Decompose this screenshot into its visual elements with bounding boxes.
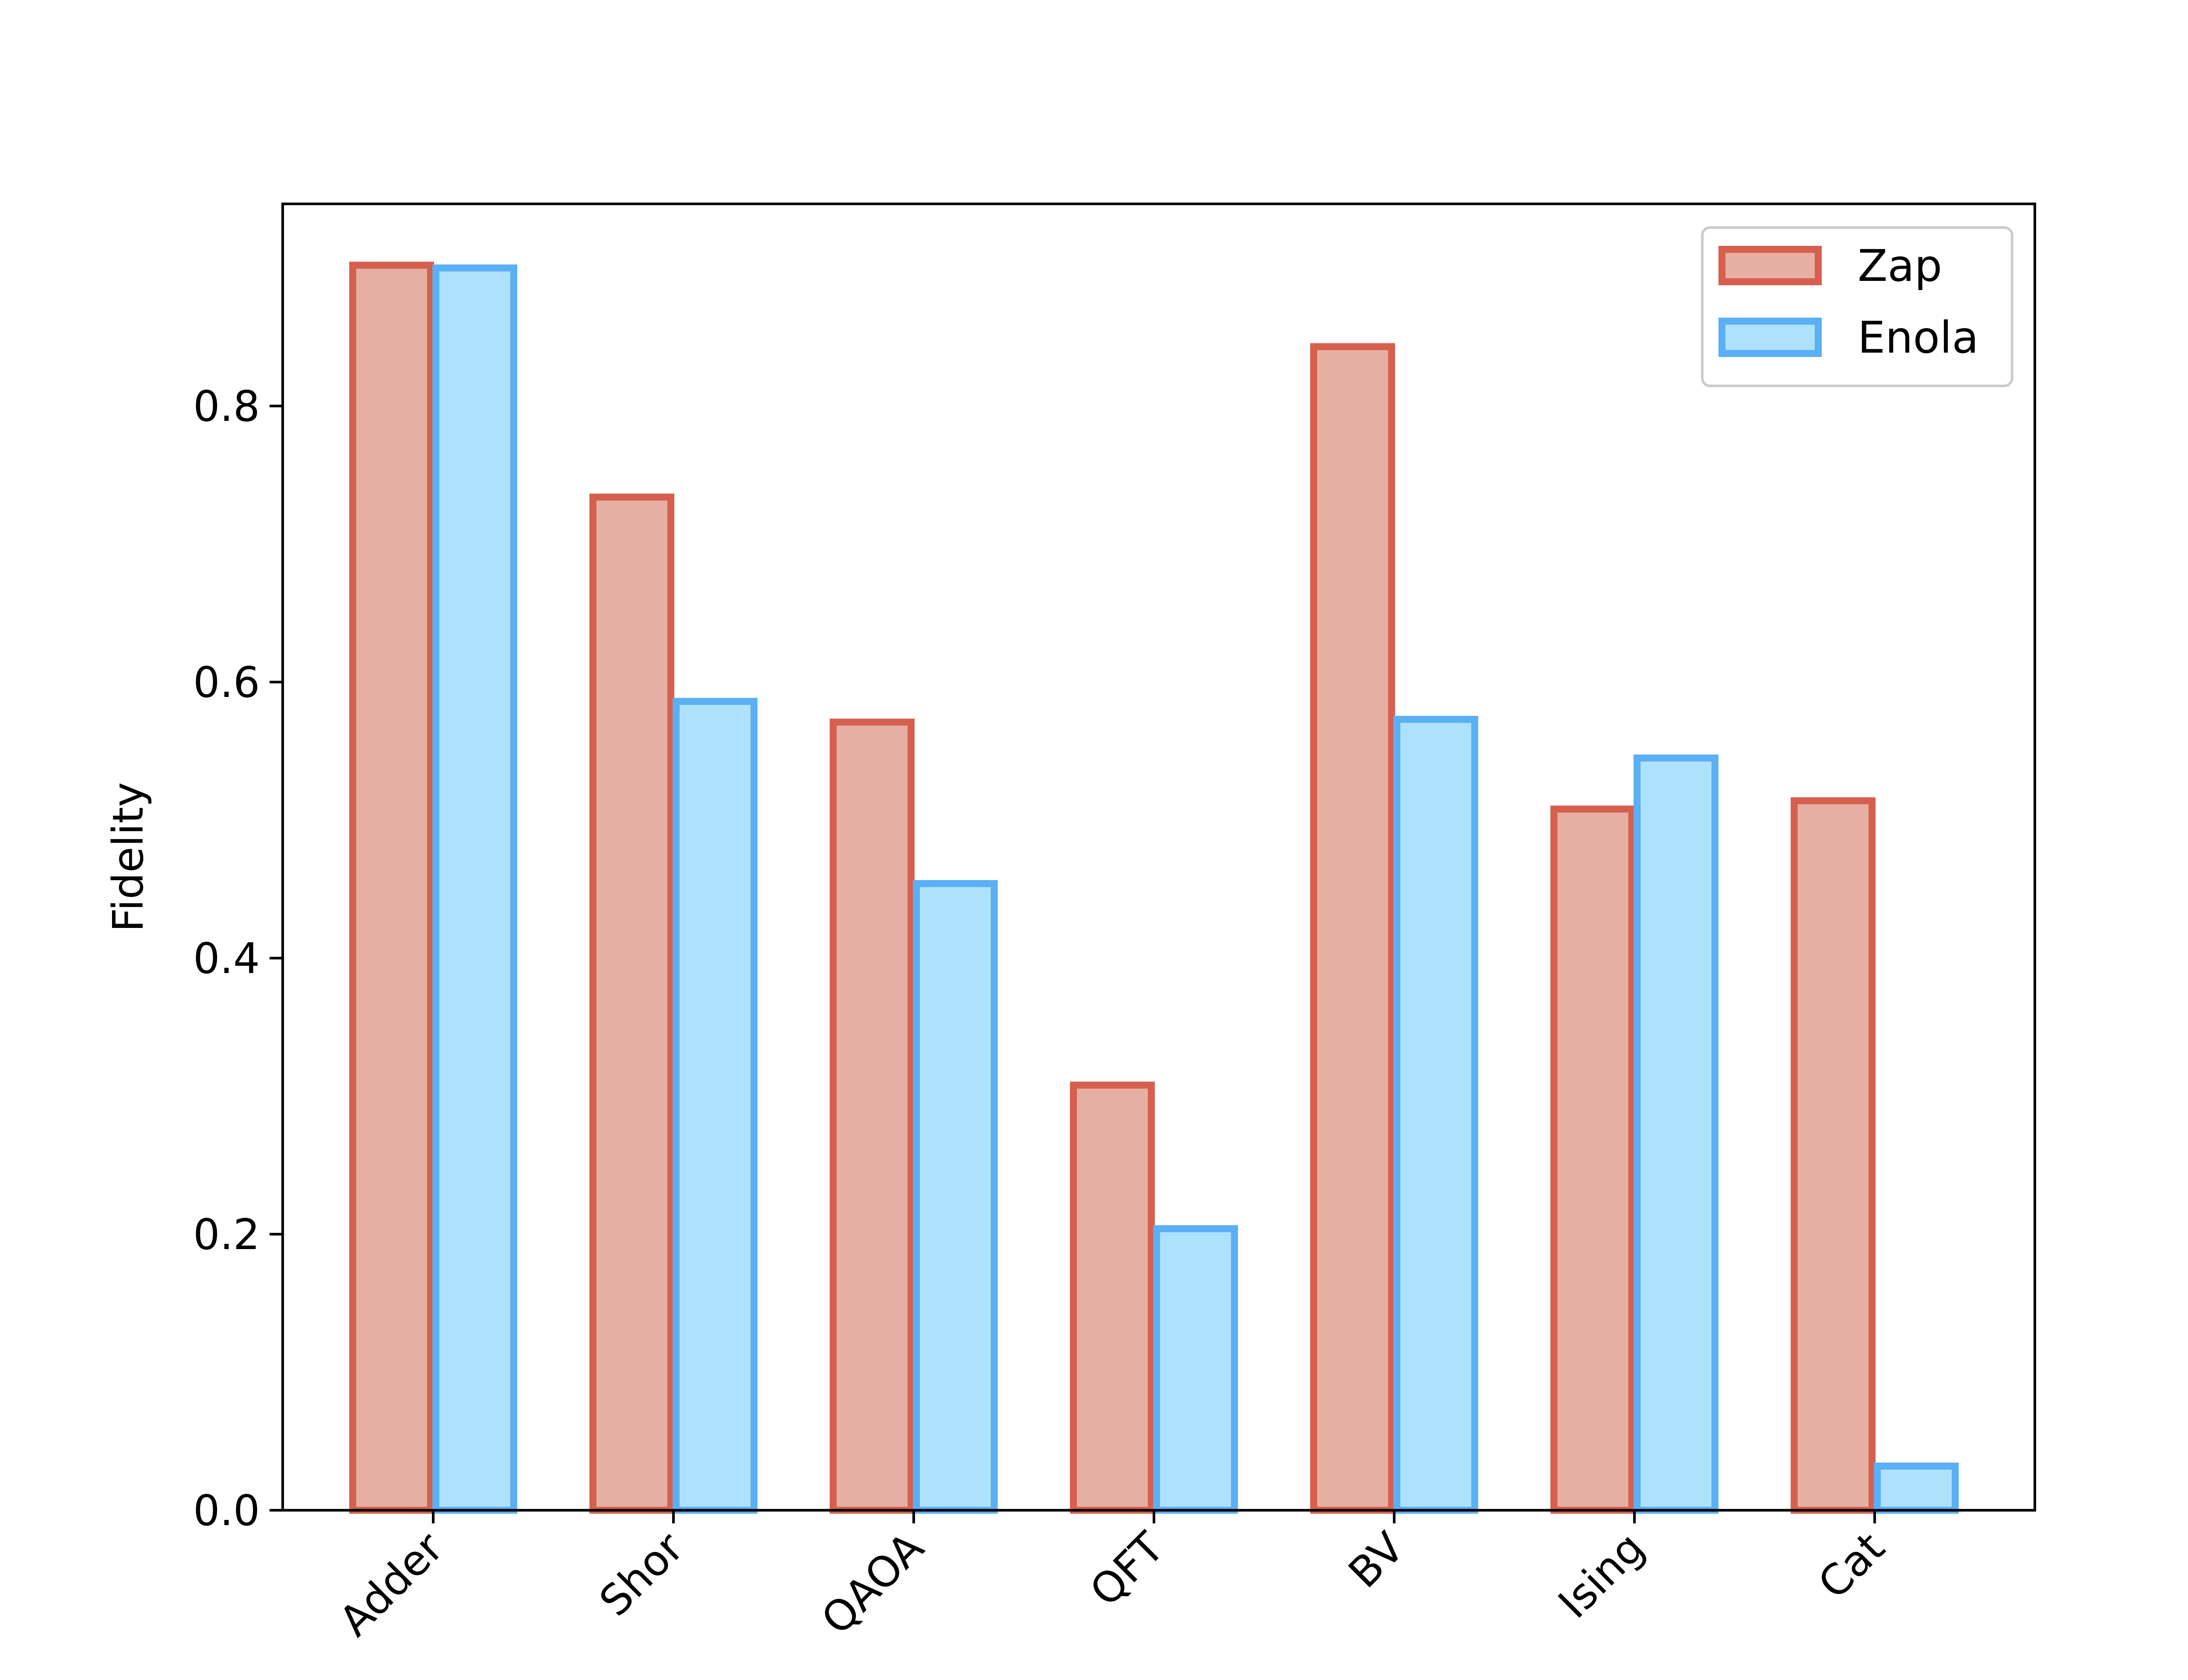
bar-zap-adder	[349, 262, 434, 1514]
plot-frame	[281, 203, 2036, 1512]
legend: Zap Enola	[1701, 226, 2013, 387]
bar-enola-adder	[432, 264, 517, 1514]
bar-zap-bv	[1310, 343, 1395, 1514]
bar-zap-shor	[589, 494, 674, 1514]
bar-enola-shor	[673, 698, 757, 1514]
legend-swatch-enola	[1718, 318, 1822, 357]
bar-enola-cat	[1874, 1463, 1959, 1514]
bar-zap-qaoa	[830, 718, 915, 1514]
bar-enola-bv	[1393, 716, 1478, 1514]
y-axis-label: Fidelity	[104, 782, 153, 932]
bar-enola-qaoa	[913, 880, 998, 1514]
y-tick-label: 0.2	[193, 1210, 260, 1259]
bar-zap-ising	[1550, 805, 1635, 1514]
y-tick-label: 0.4	[193, 934, 260, 983]
y-tick-label: 0.8	[193, 382, 260, 431]
bar-enola-qft	[1153, 1225, 1238, 1514]
y-tick-label: 0.6	[193, 658, 260, 707]
bar-enola-ising	[1634, 754, 1718, 1514]
y-tick-label: 0.0	[193, 1486, 260, 1535]
bar-zap-cat	[1791, 797, 1876, 1514]
legend-label-zap: Zap	[1858, 240, 1942, 291]
bars-layer	[349, 262, 1959, 1514]
y-axis: 0.0 0.2 0.4 0.6 0.8	[193, 382, 283, 1535]
bar-zap-qft	[1070, 1082, 1155, 1514]
legend-swatch-zap	[1718, 246, 1822, 285]
legend-label-enola: Enola	[1858, 312, 1979, 363]
